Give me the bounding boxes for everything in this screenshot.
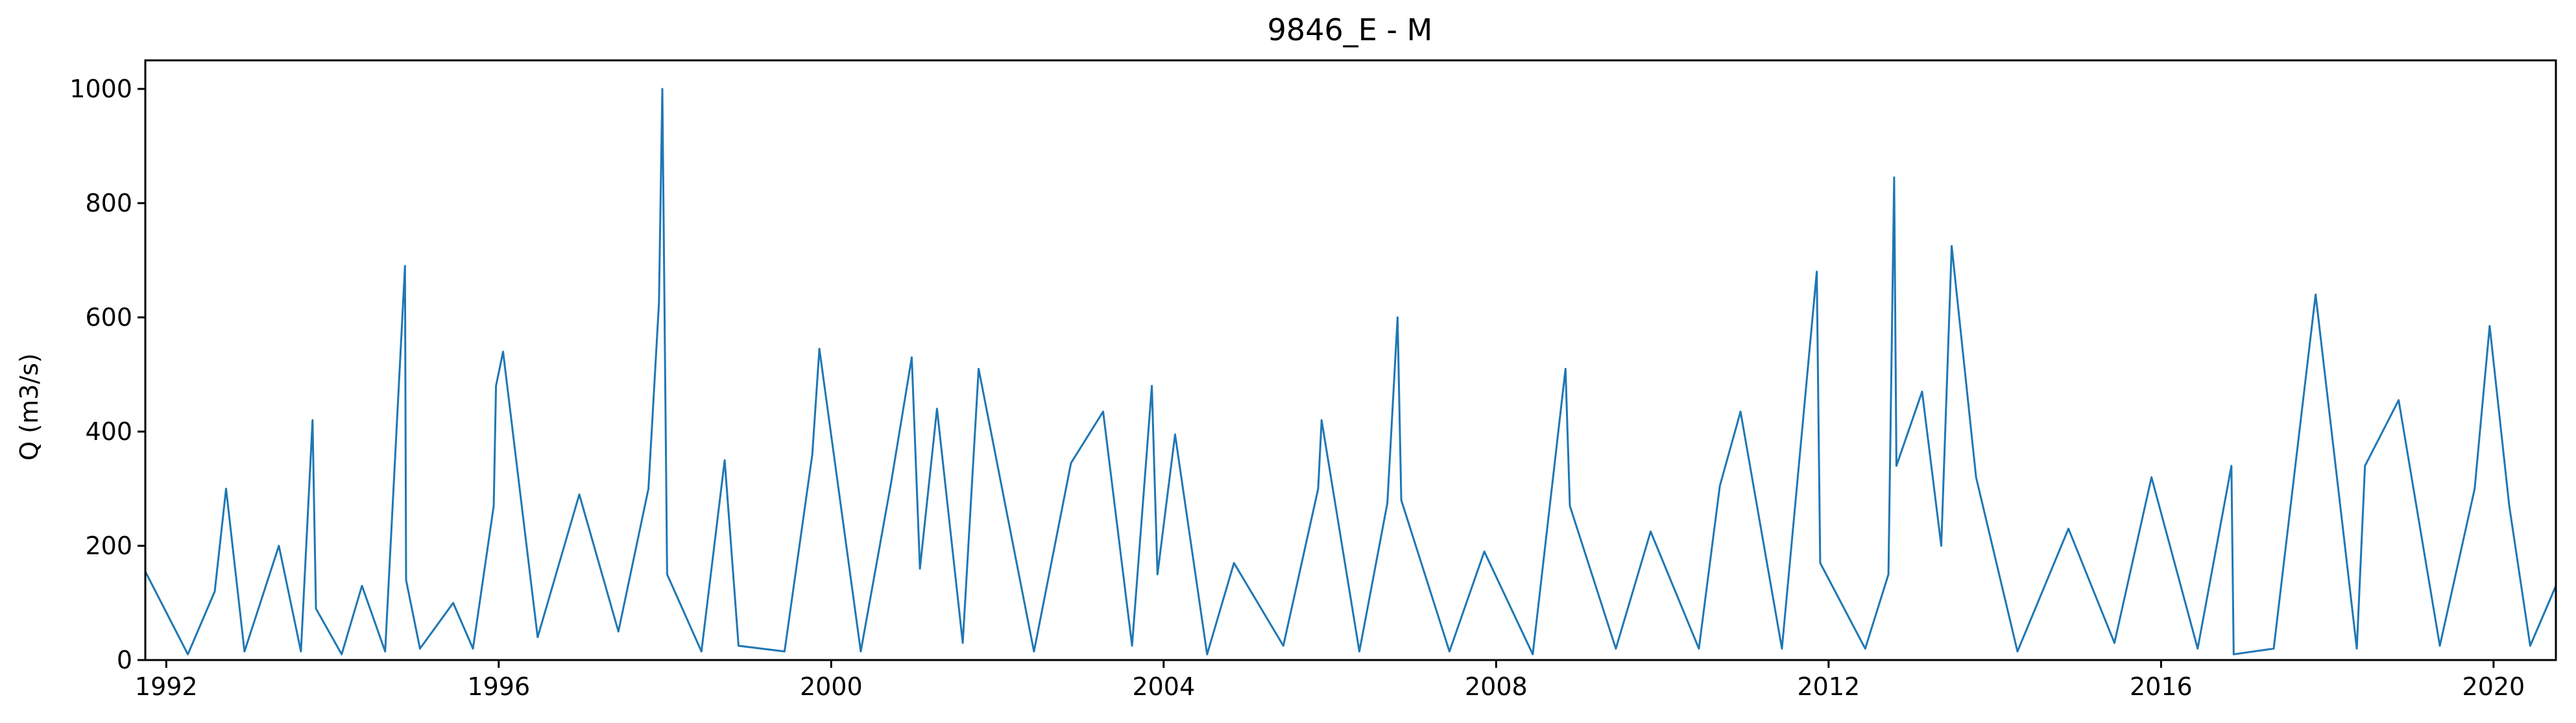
x-tick-label: 2000 (800, 672, 863, 701)
chart-title: 9846_E - M (1268, 12, 1433, 47)
x-tick-label: 2008 (1465, 672, 1528, 701)
x-tick-label: 2012 (1797, 672, 1860, 701)
x-tick-label: 2016 (2130, 672, 2193, 701)
x-axis-ticks: 1992 1996 2000 2004 2008 2012 2016 2020 (135, 660, 2525, 701)
axes-frame (144, 59, 2557, 661)
y-tick-label: 600 (85, 303, 132, 332)
y-tick-label: 1000 (69, 75, 132, 103)
x-tick-label: 1992 (135, 672, 198, 701)
y-tick-label: 800 (85, 189, 132, 217)
series-line-discharge (144, 88, 2557, 656)
plot-area (144, 59, 2557, 661)
y-axis-ticks: 0 200 400 600 800 1000 (69, 75, 145, 674)
y-axis-label: Q (m3/s) (15, 353, 43, 460)
y-tick-label: 0 (117, 646, 132, 674)
y-tick-label: 400 (85, 417, 132, 446)
x-tick-label: 2020 (2462, 672, 2525, 701)
x-tick-label: 2004 (1132, 672, 1195, 701)
y-tick-label: 200 (85, 532, 132, 560)
x-tick-label: 1996 (467, 672, 530, 701)
